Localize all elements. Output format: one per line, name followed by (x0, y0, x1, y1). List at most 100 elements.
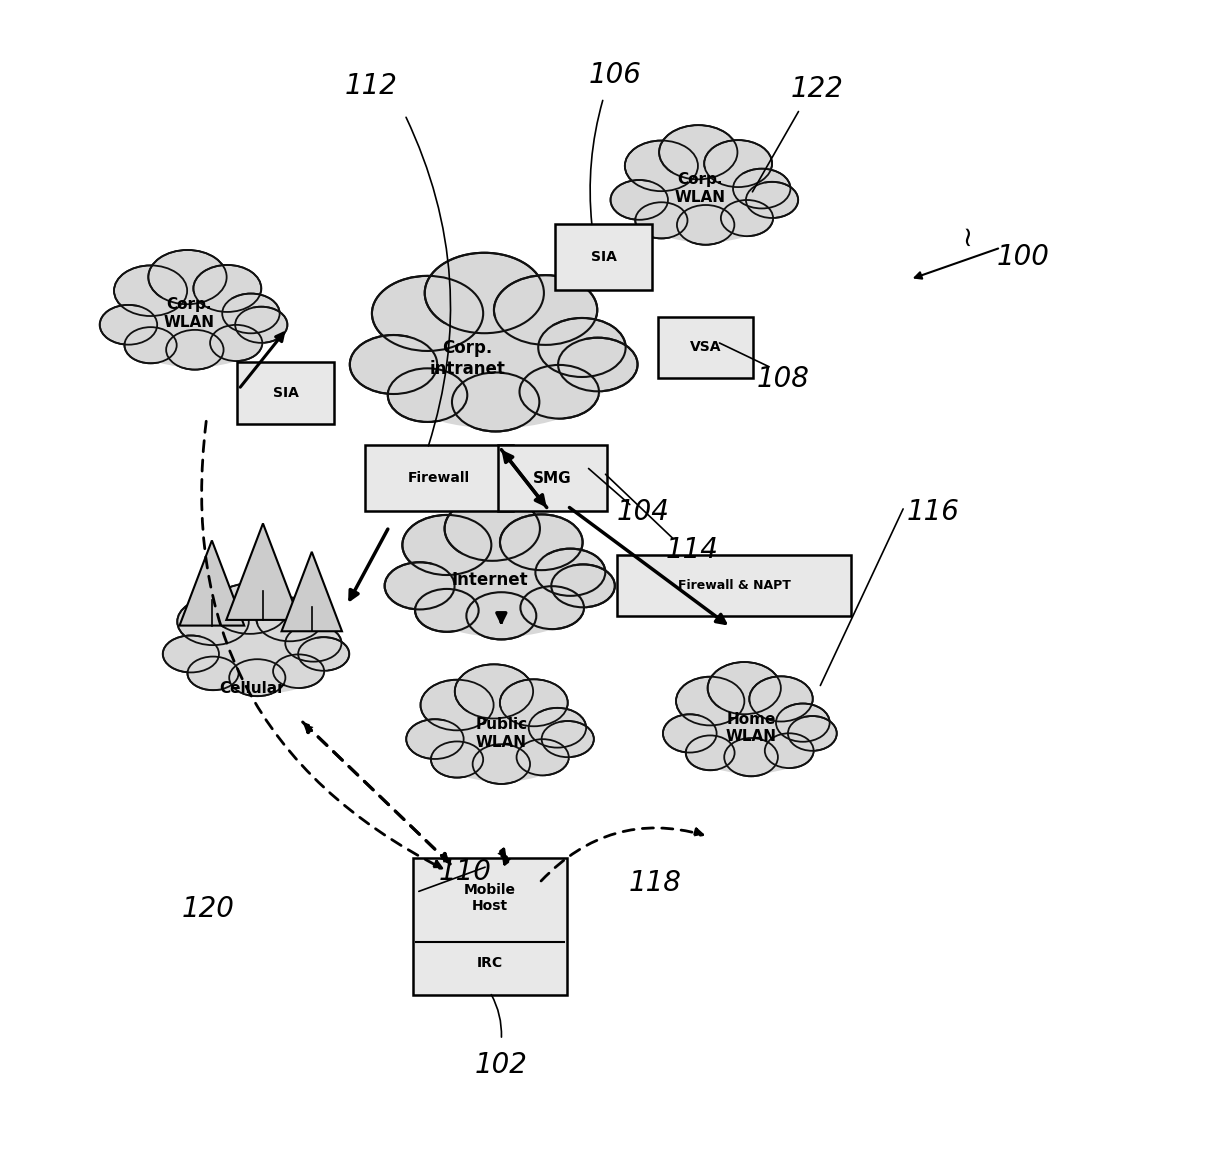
Ellipse shape (167, 330, 223, 370)
Text: SIA: SIA (590, 249, 617, 263)
Text: Internet: Internet (451, 571, 529, 589)
Ellipse shape (686, 735, 735, 770)
Ellipse shape (385, 562, 455, 609)
Ellipse shape (163, 635, 218, 672)
FancyBboxPatch shape (498, 445, 607, 511)
Ellipse shape (707, 662, 781, 715)
Text: SIA: SIA (273, 386, 298, 400)
Ellipse shape (211, 584, 288, 634)
Ellipse shape (625, 140, 698, 191)
Ellipse shape (350, 336, 437, 394)
Ellipse shape (420, 680, 494, 731)
Ellipse shape (663, 715, 717, 753)
Ellipse shape (529, 708, 587, 748)
Text: 104: 104 (617, 498, 670, 526)
Ellipse shape (100, 304, 157, 345)
Text: 100: 100 (997, 242, 1050, 271)
Ellipse shape (721, 200, 774, 237)
Ellipse shape (733, 169, 791, 208)
Text: 112: 112 (344, 72, 397, 100)
Ellipse shape (683, 703, 820, 774)
Ellipse shape (635, 202, 688, 239)
Text: 122: 122 (791, 75, 844, 102)
Polygon shape (226, 524, 299, 620)
Ellipse shape (124, 327, 176, 363)
Polygon shape (281, 552, 342, 631)
Ellipse shape (552, 564, 614, 608)
Ellipse shape (187, 656, 239, 691)
Ellipse shape (676, 677, 745, 725)
Ellipse shape (415, 589, 479, 632)
Text: SMG: SMG (533, 471, 572, 486)
Ellipse shape (257, 597, 323, 641)
FancyBboxPatch shape (617, 555, 851, 617)
Ellipse shape (298, 638, 349, 671)
Ellipse shape (444, 496, 540, 561)
Text: Cellular: Cellular (218, 680, 285, 695)
Ellipse shape (659, 125, 737, 179)
Ellipse shape (542, 722, 594, 757)
Ellipse shape (177, 599, 249, 645)
Ellipse shape (372, 276, 483, 350)
Ellipse shape (193, 265, 261, 311)
FancyBboxPatch shape (365, 445, 513, 511)
Ellipse shape (520, 586, 584, 630)
Ellipse shape (788, 716, 836, 750)
FancyBboxPatch shape (237, 362, 334, 424)
Ellipse shape (517, 739, 568, 776)
Text: ~: ~ (952, 223, 981, 246)
Ellipse shape (427, 708, 575, 781)
Ellipse shape (611, 180, 667, 219)
Ellipse shape (536, 548, 606, 596)
Ellipse shape (538, 318, 625, 377)
Ellipse shape (273, 655, 325, 688)
Ellipse shape (402, 515, 491, 574)
Ellipse shape (765, 733, 814, 768)
Ellipse shape (148, 250, 227, 304)
Text: Firewall & NAPT: Firewall & NAPT (677, 579, 791, 593)
Ellipse shape (500, 515, 583, 570)
Text: Public
WLAN: Public WLAN (476, 717, 527, 749)
Text: 116: 116 (906, 498, 960, 526)
Text: 120: 120 (182, 895, 235, 924)
Ellipse shape (113, 265, 187, 316)
Ellipse shape (455, 664, 533, 718)
Ellipse shape (210, 325, 262, 361)
Ellipse shape (519, 365, 599, 418)
Ellipse shape (746, 182, 798, 218)
Ellipse shape (285, 625, 342, 662)
Ellipse shape (451, 372, 540, 432)
Ellipse shape (776, 703, 829, 742)
Ellipse shape (183, 624, 331, 694)
Ellipse shape (704, 140, 772, 187)
Ellipse shape (750, 677, 812, 722)
Ellipse shape (500, 679, 567, 726)
Ellipse shape (222, 293, 280, 333)
Text: Firewall: Firewall (408, 471, 470, 485)
Ellipse shape (383, 317, 610, 429)
Text: Corp.
intranet: Corp. intranet (430, 339, 506, 378)
Text: 110: 110 (438, 858, 491, 886)
Text: Home
WLAN: Home WLAN (725, 711, 776, 743)
Ellipse shape (387, 369, 467, 422)
Ellipse shape (407, 719, 463, 759)
Ellipse shape (410, 548, 593, 637)
FancyBboxPatch shape (413, 857, 567, 995)
Text: Corp.
WLAN: Corp. WLAN (164, 298, 215, 330)
Ellipse shape (235, 307, 287, 342)
Ellipse shape (558, 338, 637, 392)
Text: 118: 118 (628, 870, 681, 897)
Ellipse shape (632, 169, 780, 242)
FancyBboxPatch shape (658, 317, 753, 378)
Text: 106: 106 (589, 61, 641, 90)
Ellipse shape (229, 660, 285, 696)
FancyBboxPatch shape (555, 224, 652, 290)
Polygon shape (180, 540, 244, 625)
Text: Mobile
Host: Mobile Host (463, 882, 515, 912)
Text: 114: 114 (665, 535, 718, 563)
Ellipse shape (121, 293, 269, 368)
Text: VSA: VSA (690, 340, 722, 355)
Text: Corp.
WLAN: Corp. WLAN (675, 172, 725, 205)
Ellipse shape (466, 592, 536, 639)
Ellipse shape (431, 741, 483, 778)
